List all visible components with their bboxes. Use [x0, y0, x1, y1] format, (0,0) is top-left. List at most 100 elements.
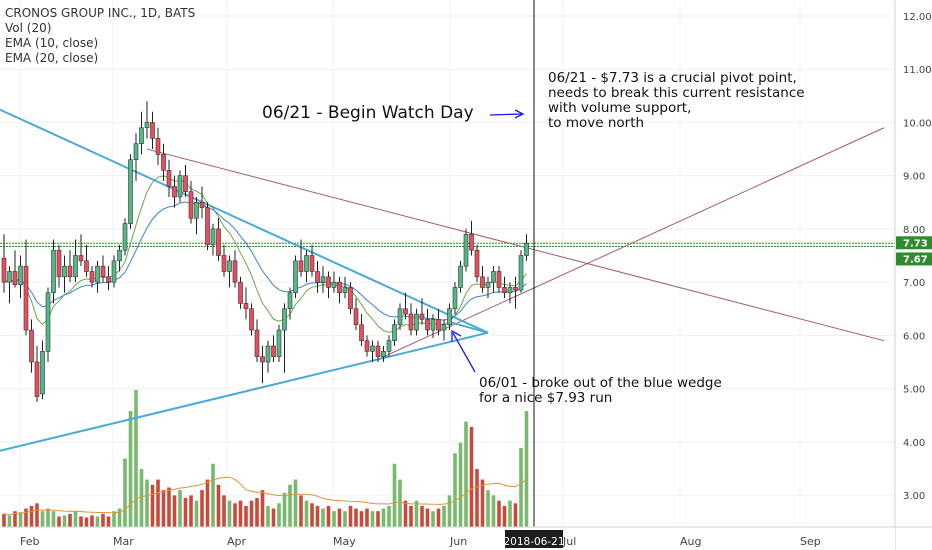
- candle-body: [524, 242, 529, 256]
- candle-body: [458, 265, 463, 288]
- candle-body: [89, 271, 95, 283]
- volume-bar: [486, 490, 490, 527]
- volume-bar: [288, 484, 292, 527]
- annotation-pivot-line: to move north: [548, 115, 645, 131]
- volume-bar: [299, 495, 303, 527]
- volume-bar: [436, 508, 441, 527]
- candle-body: [161, 154, 166, 171]
- volume-bar: [106, 516, 111, 527]
- volume-bar: [156, 479, 160, 527]
- time-tick-label: Mar: [113, 535, 134, 548]
- volume-bar: [381, 508, 386, 527]
- candle-body: [375, 345, 381, 357]
- candle-body: [243, 303, 249, 310]
- volume-bar: [227, 500, 232, 527]
- volume-bar: [123, 458, 127, 527]
- candle-body: [183, 175, 188, 192]
- candle-body: [150, 122, 155, 139]
- volume-bar: [183, 498, 188, 527]
- volume-bar: [409, 505, 413, 527]
- volume-bar: [73, 511, 78, 527]
- time-tick-label: Jun: [449, 535, 467, 548]
- candle-body: [227, 260, 232, 272]
- volume-bar: [112, 511, 116, 527]
- arrow-wedge-head: [451, 329, 462, 342]
- volume-bar: [134, 390, 138, 527]
- volume-bar: [200, 490, 204, 527]
- volume-bar: [354, 508, 358, 527]
- candle-body: [414, 313, 419, 331]
- volume-bar: [139, 469, 144, 527]
- candle-body: [117, 249, 122, 262]
- wedge-line: [449, 321, 489, 334]
- volume-bar: [277, 503, 281, 527]
- volume-bar: [475, 469, 479, 527]
- arrow-wedge: [452, 332, 476, 373]
- time-tick-label: Jul: [562, 535, 576, 548]
- candle-body: [430, 319, 436, 331]
- annotation-watch-day: 06/21 - Begin Watch Day: [262, 103, 474, 123]
- volume-bar: [40, 511, 45, 527]
- grid-lines: [0, 0, 895, 527]
- price-tick-label: 3.00: [903, 491, 925, 502]
- candle-body: [518, 255, 524, 291]
- volume-bar: [387, 505, 391, 527]
- volume-bar: [266, 505, 270, 527]
- legend-volume: Vol (20): [5, 21, 52, 35]
- volume-bar: [508, 500, 512, 527]
- volume-bar: [205, 479, 210, 527]
- candle-body: [320, 276, 326, 283]
- volume-bar: [18, 512, 23, 527]
- volume-bar: [222, 495, 226, 527]
- candle-body: [326, 276, 331, 288]
- trend-lines: [0, 108, 895, 452]
- volume-bar: [178, 490, 182, 527]
- volume-bar: [282, 492, 287, 527]
- volume-bar: [101, 513, 105, 527]
- volume-bar: [513, 503, 518, 527]
- candle-body: [276, 329, 282, 357]
- volume-bar: [244, 505, 248, 527]
- candle-body: [381, 351, 386, 357]
- candle-body: [51, 249, 56, 294]
- volume-bar: [326, 505, 331, 527]
- candle-body: [45, 292, 51, 352]
- candle-body: [122, 223, 128, 251]
- candle-body: [337, 281, 342, 294]
- price-axis-background: [895, 0, 932, 550]
- volume-bar: [249, 500, 254, 527]
- candle-body: [166, 170, 172, 187]
- annotation-wedge: 06/01 - broke out of the blue wedge for …: [479, 376, 722, 406]
- volume-bar: [260, 490, 265, 527]
- volume-ma-line: [3, 476, 527, 516]
- candle-body: [507, 287, 513, 294]
- candle-body: [67, 265, 73, 278]
- volume-bar: [524, 411, 529, 527]
- candle-body: [249, 308, 254, 331]
- candle-body: [463, 233, 469, 267]
- candle-body: [194, 201, 199, 219]
- volume-bar: [57, 516, 61, 527]
- candle-body: [139, 127, 144, 145]
- volume-bar: [128, 411, 133, 527]
- volume-bar: [189, 495, 193, 527]
- annotation-wedge-line: for a nice $7.93 run: [479, 390, 613, 406]
- candle-body: [216, 228, 221, 256]
- candle-body: [111, 260, 117, 283]
- volume-bar: [90, 515, 94, 527]
- price-label-text: 7.73: [903, 238, 928, 249]
- volume-bar: [480, 479, 485, 527]
- candle-body: [56, 249, 62, 278]
- volume-bar: [447, 495, 452, 527]
- volume-bar: [453, 453, 457, 527]
- candle-body: [29, 329, 34, 363]
- volume-bar: [343, 511, 347, 527]
- candle-body: [128, 159, 133, 224]
- candle-body: [480, 276, 485, 288]
- price-tick-label: 8.00: [903, 225, 925, 236]
- time-tick-label: Apr: [227, 535, 247, 548]
- volume-bar: [425, 508, 430, 527]
- legend-ema20: EMA (20, close): [5, 51, 99, 65]
- volume-bar: [161, 490, 166, 527]
